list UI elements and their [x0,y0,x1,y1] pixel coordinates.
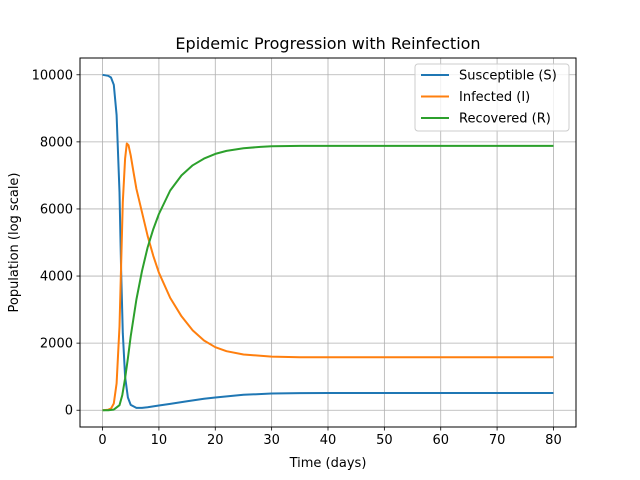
x-tick-label: 60 [432,433,449,448]
x-tick-label: 0 [98,433,106,448]
legend-box [414,63,570,132]
y-tick-label: 8000 [40,135,73,150]
series-lines [102,73,554,412]
x-tick-label: 70 [489,433,506,448]
x-tick-label: 20 [207,433,224,448]
legend-label-2: Recovered (R) [459,112,551,127]
x-tick-label: 10 [151,433,168,448]
series-line-0 [102,73,554,409]
y-tick-label: 0 [65,404,73,419]
x-tick-label: 30 [263,433,280,448]
x-tick-label: 50 [376,433,393,448]
y-tick-label: 6000 [40,202,73,217]
y-tick-label: 10000 [32,68,73,83]
x-tick-label: 80 [545,433,562,448]
y-tick-label: 2000 [40,337,73,352]
x-axis-label: Time (days) [289,456,367,471]
legend: Susceptible (S) Infected (I) Recovered (R) [414,63,570,132]
legend-label-1: Infected (I) [459,90,530,105]
x-tick-label: 40 [320,433,337,448]
chart-title: Epidemic Progression with Reinfection [175,34,480,53]
y-axis-label: Population (log scale) [7,172,22,312]
axis-ticks: 0 10 20 30 40 50 60 70 80 0 2000 4000 6000 8000 10000 [32,68,562,448]
y-tick-label: 4000 [40,270,73,285]
series-line-1 [102,142,554,412]
series-line-2 [102,144,554,412]
legend-label-0: Susceptible (S) [459,69,557,84]
